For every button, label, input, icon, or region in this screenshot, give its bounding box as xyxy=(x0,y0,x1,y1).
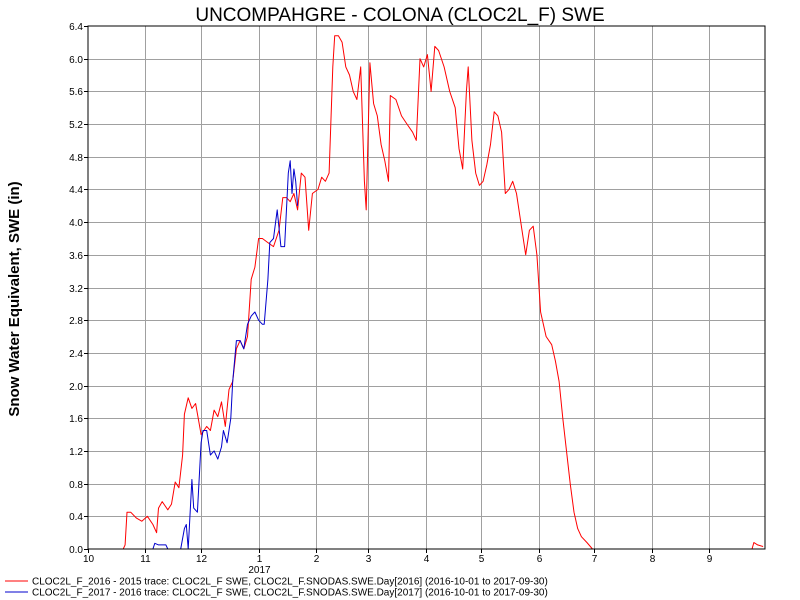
y-tick-label: 2.8 xyxy=(69,316,83,327)
series-lines xyxy=(88,35,764,550)
y-tick-label: 1.2 xyxy=(69,447,83,458)
y-tick-label: 5.2 xyxy=(69,120,83,131)
legend-entry-1: CLOC2L_F_2016 - 2015 trace: CLOC2L_F SWE… xyxy=(32,577,548,588)
series-line-2 xyxy=(152,160,299,550)
y-tick-label: 6.0 xyxy=(69,55,83,66)
x-tick-label: 9 xyxy=(707,554,713,565)
axis-ticks: 0.0 0.4 0.8 1.2 1.6 2.0 2.4 2.8 3.2 3.6 4.0 4.4 4.8 5… xyxy=(69,22,713,576)
y-tick-label: 3.2 xyxy=(69,284,83,295)
x-tick-label: 12 xyxy=(196,554,208,565)
x-tick-label: 7 xyxy=(592,554,598,565)
y-tick-label: 0.0 xyxy=(69,545,83,556)
x-tick-label: 5 xyxy=(479,554,485,565)
x-year-label: 2017 xyxy=(248,565,271,576)
x-tick-label: 10 xyxy=(83,554,95,565)
grid-lines xyxy=(88,26,765,549)
y-tick-label: 4.4 xyxy=(69,185,83,196)
y-tick-label: 5.6 xyxy=(69,87,83,98)
y-tick-label: 3.6 xyxy=(69,251,83,262)
chart-title: UNCOMPAHGRE - COLONA (CLOC2L_F) SWE xyxy=(195,5,604,26)
y-tick-label: 0.8 xyxy=(69,480,83,491)
x-tick-label: 6 xyxy=(537,554,543,565)
y-tick-label: 4.0 xyxy=(69,218,83,229)
legend-entry-2: CLOC2L_F_2017 - 2016 trace: CLOC2L_F SWE… xyxy=(32,588,548,599)
y-axis-label: Snow Water Equivalent, SWE (in) xyxy=(6,181,23,416)
x-tick-label: 3 xyxy=(366,554,372,565)
y-tick-label: 2.4 xyxy=(69,349,83,360)
y-tick-label: 6.4 xyxy=(69,22,83,33)
x-tick-label: 1 xyxy=(257,554,263,565)
x-tick-label: 4 xyxy=(424,554,430,565)
y-tick-label: 4.8 xyxy=(69,153,83,164)
y-tick-label: 2.0 xyxy=(69,382,83,393)
y-tick-label: 0.4 xyxy=(69,512,83,523)
y-tick-label: 1.6 xyxy=(69,414,83,425)
x-tick-label: 2 xyxy=(314,554,320,565)
x-tick-label: 11 xyxy=(140,554,151,565)
series-line-1 xyxy=(88,35,764,550)
x-tick-label: 8 xyxy=(650,554,656,565)
legend: CLOC2L_F_2016 - 2015 trace: CLOC2L_F SWE… xyxy=(5,577,548,599)
